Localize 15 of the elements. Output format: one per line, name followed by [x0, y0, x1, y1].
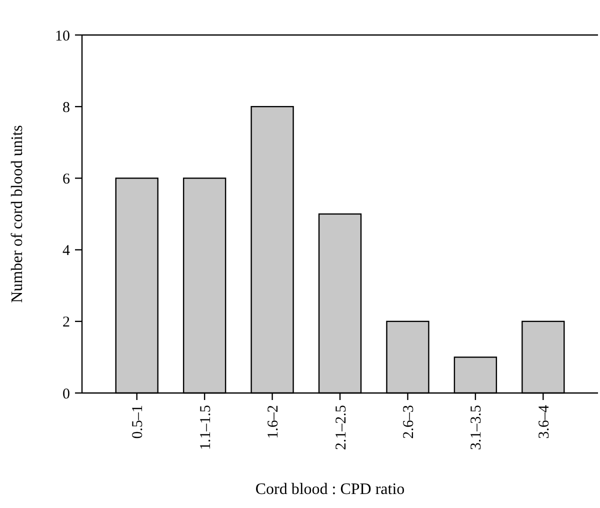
y-tick-label: 2 — [62, 314, 70, 331]
y-tick-label: 8 — [62, 100, 70, 116]
x-tick-label: 2.1–2.5 — [333, 405, 350, 450]
x-tick-label: 1.6–2 — [266, 405, 282, 439]
x-tick-label: 2.6–3 — [400, 405, 417, 439]
y-axis-title: Number of cord blood units — [9, 125, 26, 303]
y-tick-label: 10 — [55, 28, 70, 44]
y-tick-label: 4 — [62, 243, 70, 260]
y-tick-label: 6 — [62, 171, 70, 188]
x-tick-label: 1.1–1.5 — [198, 405, 214, 450]
x-tick-label: 0.5–1 — [130, 405, 146, 439]
x-tick-label: 3.6–4 — [536, 404, 552, 439]
y-tick-label: 0 — [62, 386, 70, 402]
x-axis-title: Cord blood : CPD ratio — [255, 481, 405, 498]
x-tick-label: 3.1–3.5 — [468, 405, 485, 450]
